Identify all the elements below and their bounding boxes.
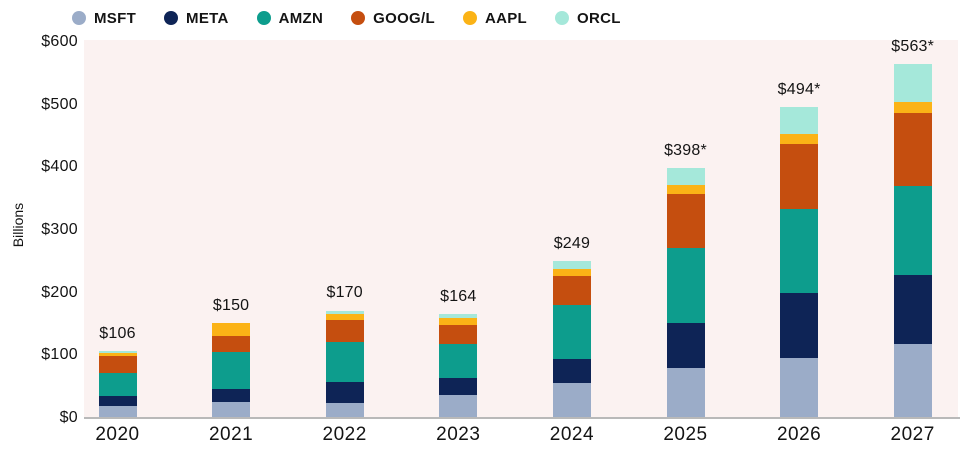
bar-segment-meta-2026[interactable] xyxy=(780,292,819,359)
y-tick-label: $100 xyxy=(41,346,78,364)
bar-segment-aapl-2024[interactable] xyxy=(552,269,591,277)
bar-segment-amzn-2025[interactable] xyxy=(666,247,705,324)
x-tick-label: 2022 xyxy=(322,424,367,445)
bar-total-label: $563* xyxy=(891,38,935,56)
bar-segment-goog-l-2022[interactable] xyxy=(325,319,364,343)
bar-total-label: $170 xyxy=(326,284,363,302)
y-tick-label: $400 xyxy=(41,158,78,176)
stacked-bar-2027 xyxy=(893,64,932,417)
bar-segment-meta-2024[interactable] xyxy=(552,358,591,383)
y-tick-label: $500 xyxy=(41,95,78,113)
bar-total-label: $150 xyxy=(212,297,250,314)
legend-item-amzn[interactable]: AMZN xyxy=(256,9,324,27)
x-tick-label: 2027 xyxy=(890,424,935,445)
legend-label: MSFT xyxy=(94,9,137,27)
bar-segment-orcl-2026[interactable] xyxy=(780,107,819,134)
bar-segment-meta-2020[interactable] xyxy=(98,395,137,407)
bar-segment-msft-2024[interactable] xyxy=(552,382,591,417)
bar-segment-orcl-2023[interactable] xyxy=(439,314,478,319)
bar-segment-meta-2022[interactable] xyxy=(325,381,364,403)
y-tick-label: $600 xyxy=(41,33,78,50)
bar-segment-meta-2027[interactable] xyxy=(893,275,932,344)
bar-segment-aapl-2021[interactable] xyxy=(212,323,251,337)
stacked-bar-2026 xyxy=(780,107,819,417)
bar-segment-goog-l-2021[interactable] xyxy=(212,336,251,352)
bar-total-label: $249 xyxy=(553,234,591,252)
legend-item-aapl[interactable]: AAPL xyxy=(462,9,528,27)
bar-segment-msft-2026[interactable] xyxy=(780,358,819,417)
bar-segment-msft-2027[interactable] xyxy=(893,343,932,417)
bar-segment-goog-l-2026[interactable] xyxy=(780,144,819,209)
x-tick-label: 2026 xyxy=(776,424,822,445)
bar-segment-msft-2023[interactable] xyxy=(439,395,478,417)
bar-segment-aapl-2025[interactable] xyxy=(666,185,705,194)
legend-label: AMZN xyxy=(278,9,324,27)
bar-segment-orcl-2020[interactable] xyxy=(98,350,137,353)
bar-total-label: $164 xyxy=(440,288,477,306)
bar-segment-msft-2020[interactable] xyxy=(98,406,137,417)
legend-item-meta[interactable]: META xyxy=(164,10,229,27)
legend-dot-icon xyxy=(462,11,477,25)
bar-segment-goog-l-2020[interactable] xyxy=(98,355,137,374)
bar-segment-meta-2025[interactable] xyxy=(666,323,705,369)
bar-segment-aapl-2022[interactable] xyxy=(325,313,364,320)
legend-item-orcl[interactable]: ORCL xyxy=(555,10,621,27)
bar-segment-aapl-2020[interactable] xyxy=(98,352,137,356)
legend-dot-icon xyxy=(72,11,86,25)
legend-item-msft[interactable]: MSFT xyxy=(72,10,136,27)
bar-segment-aapl-2027[interactable] xyxy=(893,101,932,114)
bar-total-label: $494* xyxy=(777,81,821,99)
x-axis-baseline xyxy=(84,417,960,419)
legend-dot-icon xyxy=(256,11,271,25)
bar-segment-orcl-2027[interactable] xyxy=(893,64,932,102)
bar-segment-amzn-2023[interactable] xyxy=(439,343,478,379)
bar-segment-orcl-2022[interactable] xyxy=(325,310,364,314)
bar-segment-amzn-2022[interactable] xyxy=(325,342,364,382)
bar-segment-amzn-2021[interactable] xyxy=(212,351,251,390)
stacked-bar-2021 xyxy=(212,323,251,417)
bar-segment-msft-2021[interactable] xyxy=(212,401,251,417)
x-tick-label: 2020 xyxy=(95,424,140,445)
chart-legend: MSFT META AMZN GOOG/L AAPL ORCL xyxy=(72,6,621,30)
stacked-bar-2022 xyxy=(325,310,364,417)
x-tick-label: 2024 xyxy=(549,424,595,445)
bar-segment-meta-2023[interactable] xyxy=(439,378,478,396)
bar-total-label: $106 xyxy=(99,324,136,342)
bar-segment-amzn-2020[interactable] xyxy=(98,373,137,396)
bar-total-label: $398* xyxy=(664,141,707,159)
legend-dot-icon xyxy=(164,11,179,25)
legend-dot-icon xyxy=(555,11,570,25)
stacked-bar-2025 xyxy=(666,167,705,417)
bar-segment-amzn-2027[interactable] xyxy=(893,186,932,276)
y-tick-label: $0 xyxy=(59,409,78,426)
legend-label: GOOG/L xyxy=(373,9,435,27)
legend-dot-icon xyxy=(351,11,366,25)
stacked-bar-2020 xyxy=(98,350,137,417)
bar-segment-goog-l-2024[interactable] xyxy=(552,276,591,306)
bar-segment-goog-l-2027[interactable] xyxy=(893,113,932,187)
bar-segment-amzn-2024[interactable] xyxy=(552,305,591,359)
bar-segment-goog-l-2025[interactable] xyxy=(666,193,705,248)
x-tick-label: 2025 xyxy=(663,424,708,445)
legend-label: META xyxy=(186,9,229,27)
y-tick-label: $200 xyxy=(41,283,78,301)
x-tick-label: 2021 xyxy=(208,424,254,445)
bar-segment-aapl-2023[interactable] xyxy=(439,318,478,325)
x-tick-label: 2023 xyxy=(436,424,481,445)
bar-segment-msft-2022[interactable] xyxy=(325,402,364,417)
bar-segment-aapl-2026[interactable] xyxy=(780,133,819,145)
y-tick-label: $300 xyxy=(41,221,78,238)
bar-segment-orcl-2024[interactable] xyxy=(552,260,591,270)
bar-segment-goog-l-2023[interactable] xyxy=(439,324,478,344)
legend-label: AAPL xyxy=(484,9,528,27)
legend-item-goog-l[interactable]: GOOG/L xyxy=(351,10,435,27)
bar-segment-orcl-2025[interactable] xyxy=(666,167,705,186)
bar-segment-msft-2025[interactable] xyxy=(666,368,705,417)
stacked-bar-2023 xyxy=(439,314,478,417)
stacked-bar-2024 xyxy=(552,260,591,417)
bar-segment-amzn-2026[interactable] xyxy=(780,208,819,293)
legend-label: ORCL xyxy=(577,9,621,27)
bar-segment-meta-2021[interactable] xyxy=(212,389,251,402)
